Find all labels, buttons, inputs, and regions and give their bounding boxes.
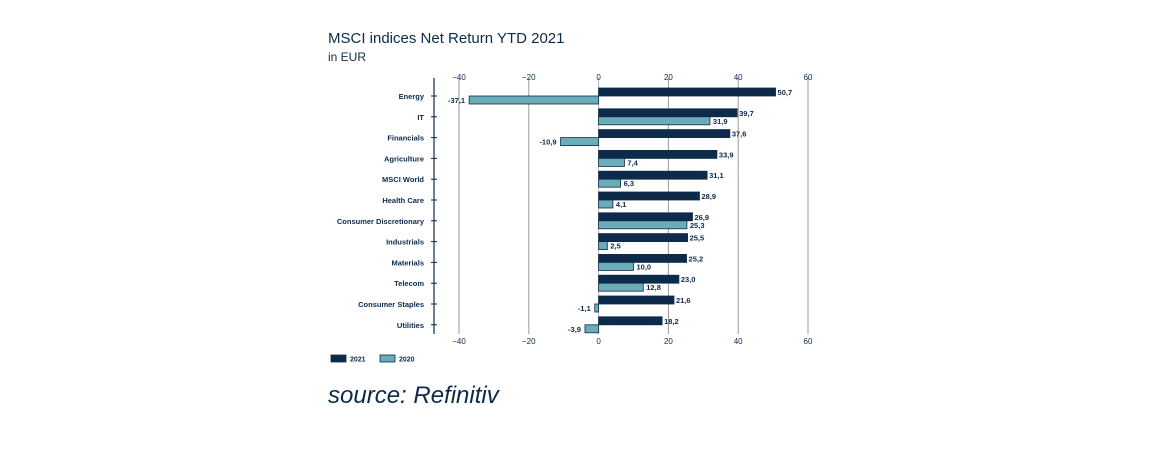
x-tick-label-top: −20 <box>522 73 536 82</box>
data-label-2020: 25,3 <box>690 221 705 230</box>
data-label-2020: 4,1 <box>616 200 626 209</box>
x-tick-label-bottom: −20 <box>522 337 536 346</box>
bar-2021 <box>598 274 680 284</box>
data-label-2021: 21,6 <box>676 296 691 305</box>
bar-2021 <box>598 191 700 201</box>
legend-label-2021: 2021 <box>350 357 366 364</box>
x-tick-label-bottom: 40 <box>734 337 743 346</box>
data-label-2020: 12,8 <box>646 283 661 292</box>
bar-2021 <box>598 129 731 139</box>
category-label: Agriculture <box>384 154 424 163</box>
data-label-2021: 25,5 <box>690 234 705 243</box>
x-tick-label-top: 60 <box>804 73 813 82</box>
category-label: Health Care <box>382 196 424 205</box>
bar-2020 <box>598 116 711 126</box>
bar-2020 <box>598 157 625 167</box>
data-label-2021: 50,7 <box>778 88 793 97</box>
chart-subtitle: in EUR <box>328 50 367 64</box>
chart-title: MSCI indices Net Return YTD 2021 <box>328 30 565 47</box>
data-label-2021: 31,1 <box>709 171 724 180</box>
bar-2021 <box>598 233 688 243</box>
data-label-2021: 37,6 <box>732 130 747 139</box>
x-tick-label-top: 0 <box>596 73 601 82</box>
bar-2021 <box>598 316 663 326</box>
bar-2020 <box>598 220 688 230</box>
data-label-2020: 6,3 <box>624 179 634 188</box>
legend-swatch-2021 <box>330 354 347 363</box>
legend-label-2020: 2020 <box>399 357 415 364</box>
bar-2020 <box>598 241 608 251</box>
bar-2020 <box>584 324 600 334</box>
bar-2021 <box>598 212 693 222</box>
bar-2021 <box>598 149 718 159</box>
data-label-2020: -37,1 <box>448 96 465 105</box>
category-label: Telecom <box>394 279 424 288</box>
source-note: source: Refinitiv <box>328 382 499 409</box>
bar-2020 <box>468 95 600 105</box>
category-label: Utilities <box>397 321 424 330</box>
bar-2020 <box>598 282 644 292</box>
data-label-2020: 7,4 <box>627 158 638 167</box>
data-label-2020: 2,5 <box>610 242 620 251</box>
category-label: Consumer Discretionary <box>337 217 425 226</box>
category-label: Consumer Staples <box>358 300 424 309</box>
data-label-2021: 26,9 <box>694 213 709 222</box>
category-label: MSCI World <box>382 175 424 184</box>
data-label-2020: -10,9 <box>539 138 556 147</box>
bar-2021 <box>598 108 738 118</box>
bar-2020 <box>598 178 621 188</box>
bar-2021 <box>598 87 776 97</box>
category-label: IT <box>417 113 424 122</box>
x-tick-label-top: −40 <box>452 73 466 82</box>
bar-2021 <box>598 170 708 180</box>
x-tick-label-bottom: 0 <box>596 337 601 346</box>
bar-2021 <box>598 295 675 305</box>
x-tick-label-bottom: 20 <box>664 337 673 346</box>
data-label-2021: 23,0 <box>681 275 696 284</box>
data-label-2021: 28,9 <box>701 192 716 201</box>
category-label: Financials <box>387 134 424 143</box>
data-label-2021: 39,7 <box>739 109 754 118</box>
x-tick-label-top: 20 <box>664 73 673 82</box>
data-label-2020: -3,9 <box>568 325 581 334</box>
data-label-2020: 10,0 <box>637 262 652 271</box>
category-label: Materials <box>391 258 424 267</box>
bar-2020 <box>560 137 600 147</box>
data-label-2021: 25,2 <box>689 254 704 263</box>
bar-2021 <box>598 253 687 263</box>
bar-2020 <box>598 199 614 209</box>
bar-2020 <box>598 261 634 271</box>
legend-swatch-2020 <box>379 354 396 363</box>
x-tick-label-bottom: −40 <box>452 337 466 346</box>
bar-2020 <box>594 303 599 313</box>
data-label-2020: 31,9 <box>713 117 728 126</box>
category-label: Energy <box>399 92 425 101</box>
data-label-2020: -1,1 <box>578 304 591 313</box>
data-label-2021: 18,2 <box>664 317 679 326</box>
data-label-2021: 33,9 <box>719 150 734 159</box>
x-tick-label-top: 40 <box>734 73 743 82</box>
category-label: Industrials <box>386 238 424 247</box>
x-tick-label-bottom: 60 <box>804 337 813 346</box>
